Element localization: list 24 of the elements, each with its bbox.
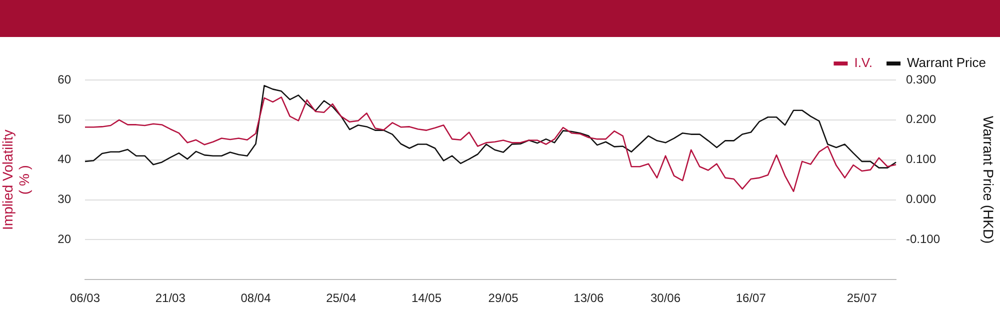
y2-tick-label: -0.100 xyxy=(906,232,940,246)
x-tick-label: 14/05 xyxy=(411,291,442,306)
x-tick-label: 25/04 xyxy=(326,291,356,306)
y-tick-label: 40 xyxy=(58,152,72,166)
x-tick-label: 21/03 xyxy=(155,291,186,306)
x-tick-label: 25/07 xyxy=(846,291,878,306)
y2-axis-title: Warrant Price (HKD) xyxy=(980,116,997,244)
x-tick-label: 30/06 xyxy=(650,291,681,306)
x-tick-label: 29/05 xyxy=(488,291,519,306)
y-tick-label: 50 xyxy=(58,112,72,126)
x-tick-label: 13/06 xyxy=(574,291,604,306)
x-tick-label: 08/04 xyxy=(240,291,272,306)
y2-tick-label: 0.000 xyxy=(906,192,936,206)
legend-label: Warrant Price xyxy=(907,55,986,70)
y-tick-label: 20 xyxy=(58,232,72,246)
legend-label: I.V. xyxy=(854,55,873,70)
y2-tick-label: 0.200 xyxy=(906,112,936,126)
y2-tick-label: 0.300 xyxy=(906,72,936,86)
y2-tick-label: 0.100 xyxy=(906,152,936,166)
y-tick-label: 60 xyxy=(58,72,72,86)
y-tick-label: 30 xyxy=(58,192,72,206)
x-tick-label: 06/03 xyxy=(70,291,100,306)
y-axis-title: Implied Volatility ( % ) xyxy=(0,130,32,230)
x-tick-label: 16/07 xyxy=(736,291,766,306)
